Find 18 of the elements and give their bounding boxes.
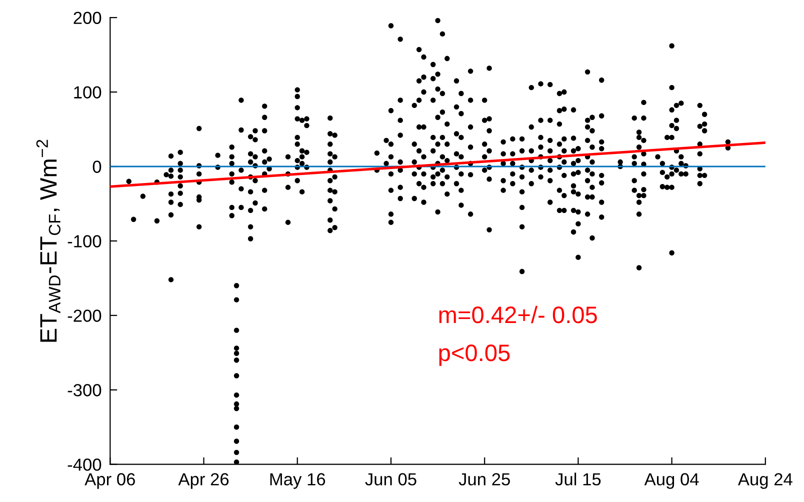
y-tick-label: 200 [74,12,102,24]
y-tick-label: -400 [68,458,102,471]
x-tick-label: Jul 15 [555,472,601,486]
x-tick-label: Jun 25 [458,473,510,486]
x-tick-label: Apr 06 [84,473,135,489]
annotation: p<0.05 [439,344,510,366]
y-tick-label: 0 [92,160,102,173]
x-tick-label: May 16 [270,473,326,489]
y-axis-title: ET$_{AWD}$-ET$_{CF}$, Wm$^{−2}$ [36,140,60,342]
y-tick-label: 100 [74,86,102,98]
y-tick-label: -200 [68,310,102,322]
x-tick-label: Jun 05 [365,473,416,486]
y-tick-label: -100 [68,235,102,248]
y-tick-label: -300 [68,384,102,396]
x-tick-label: Aug 24 [738,473,792,489]
annotation: m=0.42+/- 0.05 [439,306,597,324]
x-tick-label: Apr 26 [178,473,229,489]
x-tick-label: Aug 04 [644,473,699,489]
